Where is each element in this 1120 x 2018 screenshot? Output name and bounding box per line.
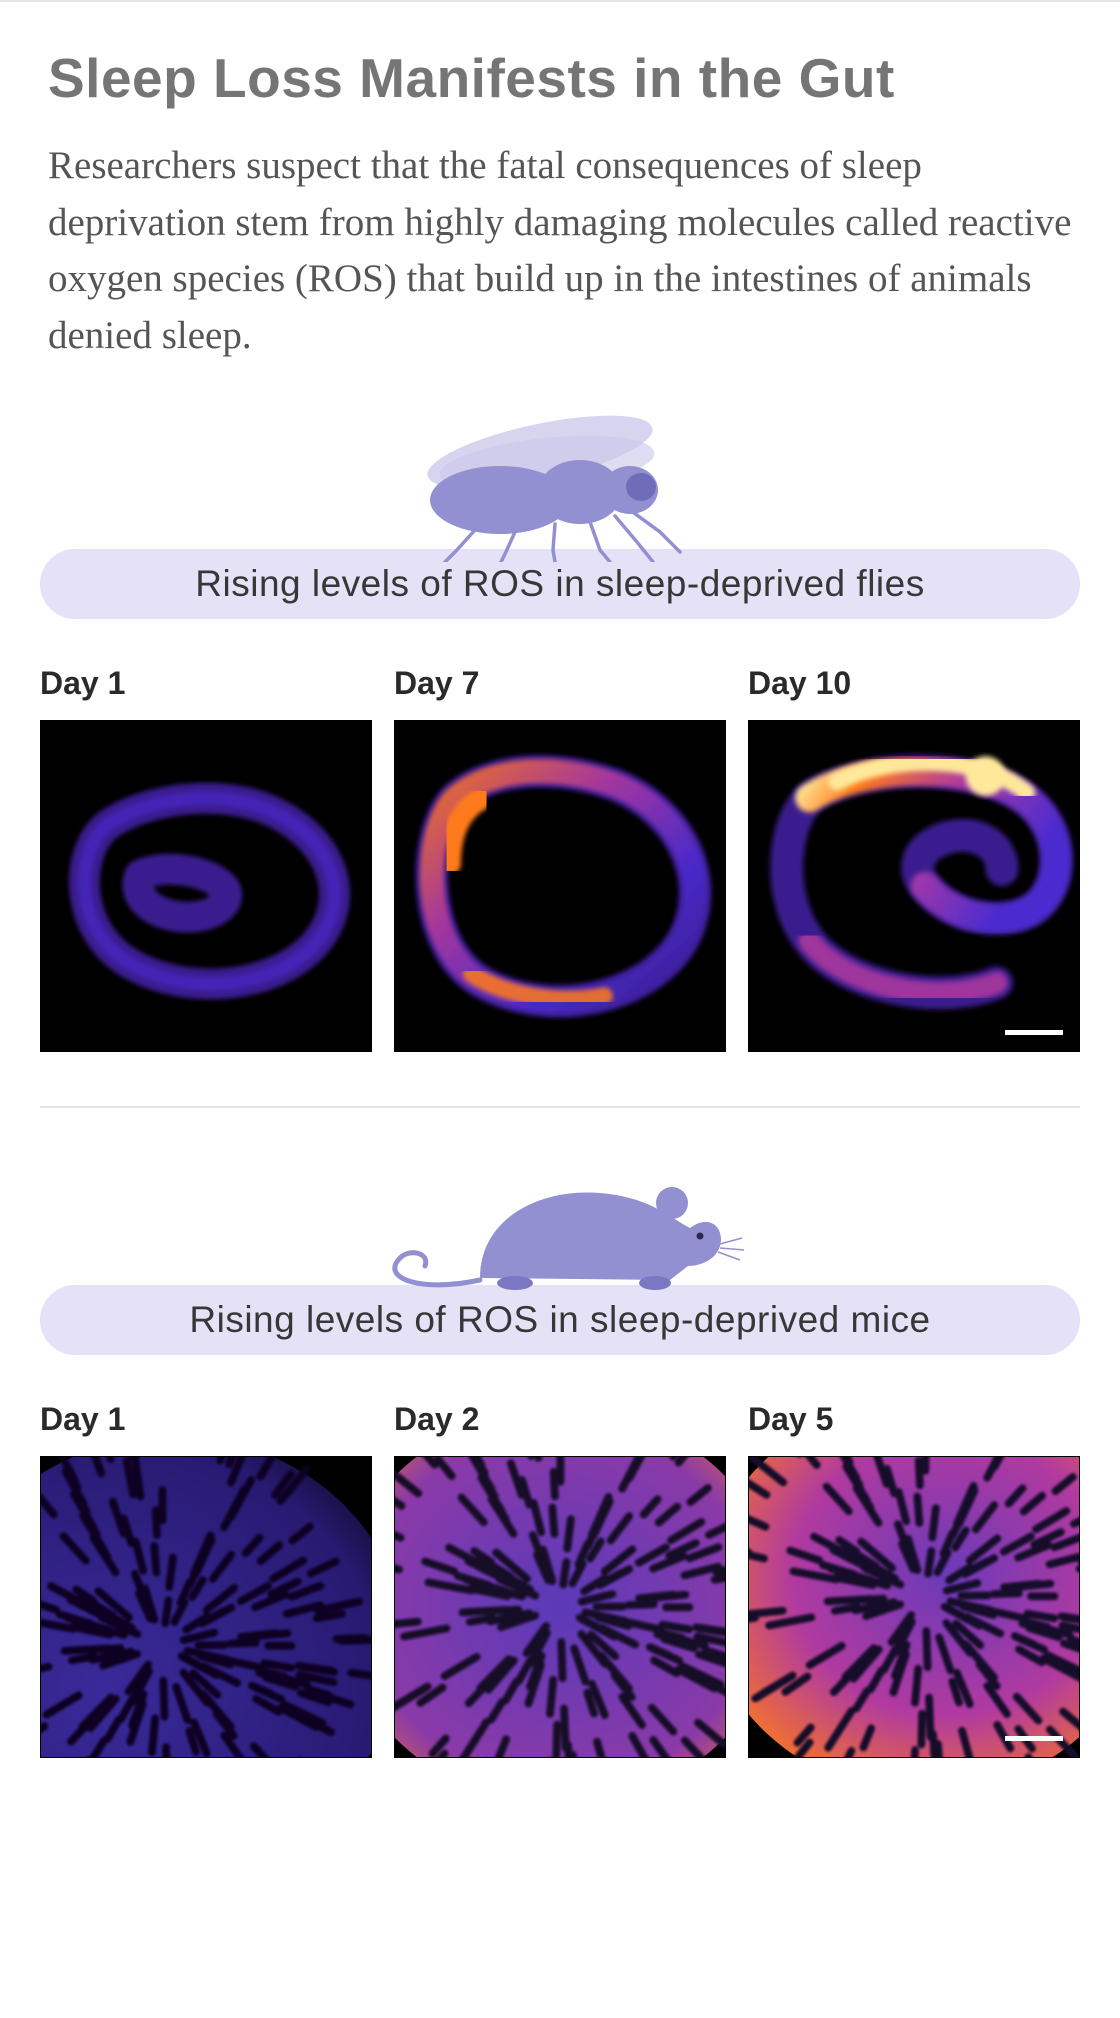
- page-title: Sleep Loss Manifests in the Gut: [0, 2, 1120, 138]
- fly-gut-svg: [749, 721, 1079, 1051]
- mouse-section: Rising levels of ROS in sleep-deprived m…: [0, 1158, 1120, 1758]
- scale-bar: [1005, 1736, 1063, 1741]
- infographic-container: Sleep Loss Manifests in the Gut Research…: [0, 0, 1120, 1798]
- mouse-ros-image: [748, 1456, 1080, 1758]
- mouse-villi-svg: [749, 1457, 1079, 1757]
- mouse-ros-image: [394, 1456, 726, 1758]
- fly-panel: Day 10: [748, 665, 1080, 1052]
- fly-section: Rising levels of ROS in sleep-deprived f…: [0, 412, 1120, 1052]
- fly-panel: Day 7: [394, 665, 726, 1052]
- section-divider: [40, 1106, 1080, 1108]
- mouse-ros-image: [40, 1456, 372, 1758]
- mouse-icon: [40, 1158, 1080, 1303]
- mouse-panel: Day 5: [748, 1401, 1080, 1758]
- mouse-villi-svg: [395, 1457, 725, 1757]
- mouse-day-label: Day 5: [748, 1401, 1080, 1438]
- mouse-day-label: Day 1: [40, 1401, 372, 1438]
- fly-ros-image: [394, 720, 726, 1052]
- fly-panels-row: Day 1 Day 7: [40, 665, 1080, 1052]
- fly-gut-svg: [395, 721, 725, 1051]
- fly-day-label: Day 1: [40, 665, 372, 702]
- scale-bar: [1005, 1030, 1063, 1035]
- fly-panel: Day 1: [40, 665, 372, 1052]
- fly-ros-image: [748, 720, 1080, 1052]
- fly-ros-image: [40, 720, 372, 1052]
- mouse-villi-svg: [41, 1457, 371, 1757]
- page-description: Researchers suspect that the fatal conse…: [0, 138, 1120, 412]
- mouse-panels-row: Day 1: [40, 1401, 1080, 1758]
- mouse-panel: Day 2: [394, 1401, 726, 1758]
- fly-icon: [40, 412, 1080, 567]
- mouse-panel: Day 1: [40, 1401, 372, 1758]
- fly-gut-svg: [41, 721, 371, 1051]
- mouse-day-label: Day 2: [394, 1401, 726, 1438]
- fly-day-label: Day 7: [394, 665, 726, 702]
- fly-day-label: Day 10: [748, 665, 1080, 702]
